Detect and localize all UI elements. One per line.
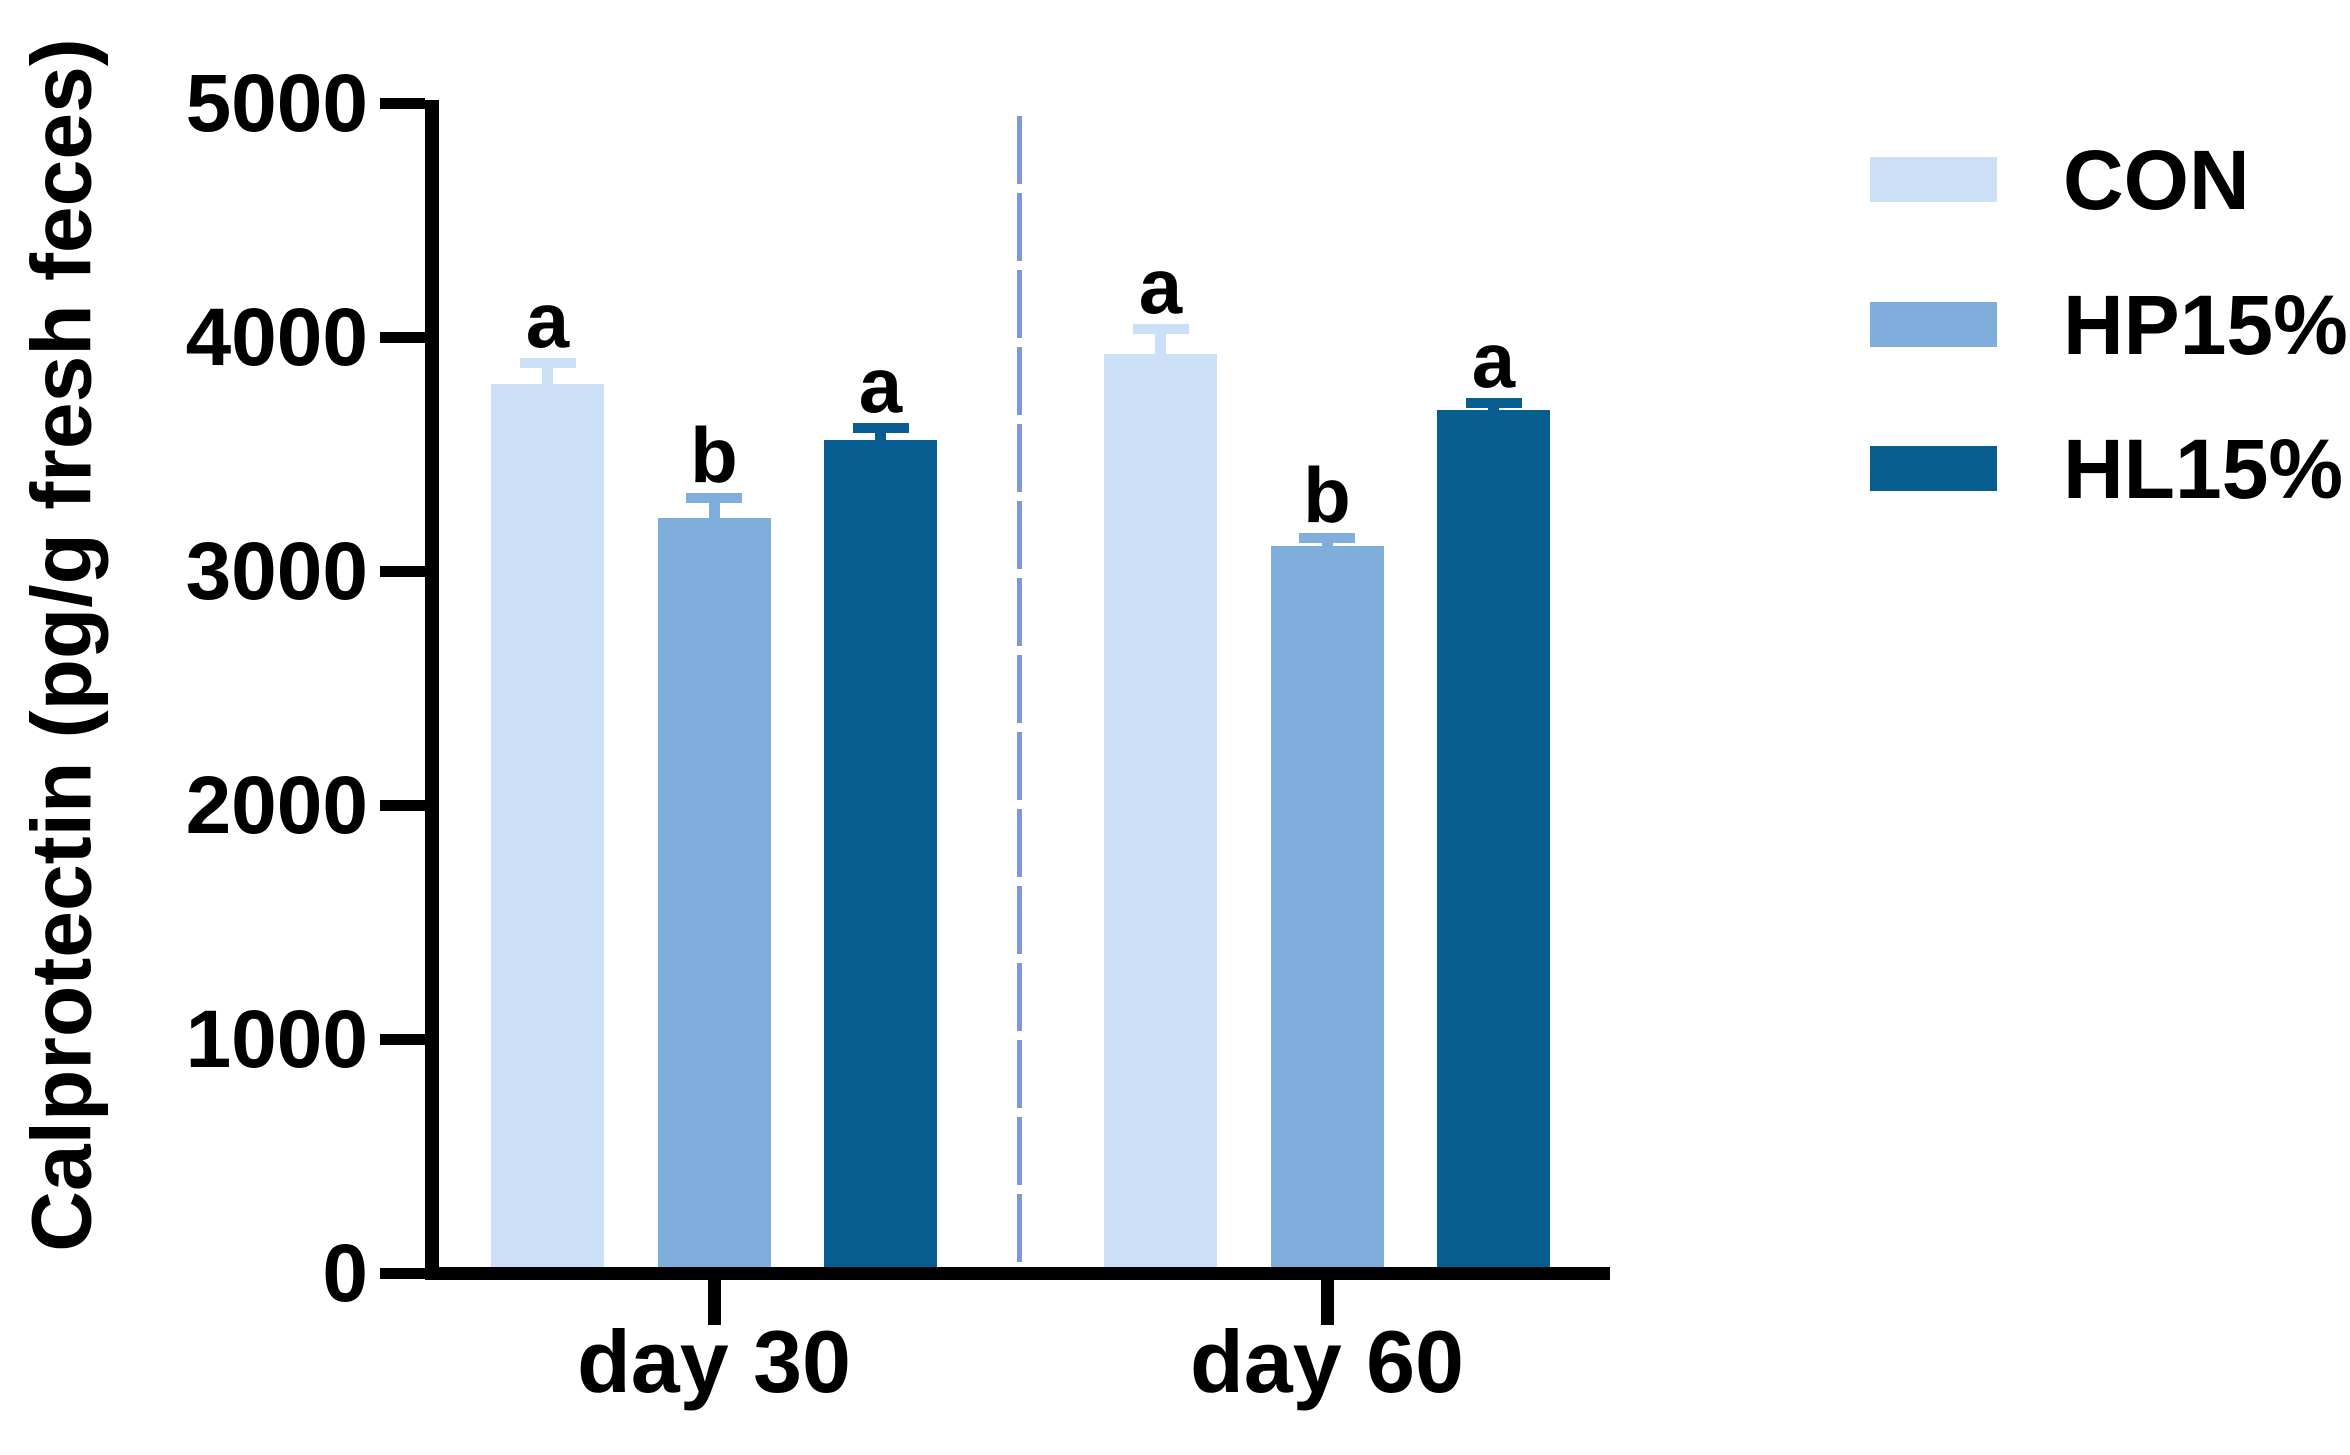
error-bar-stem [1155,329,1166,362]
bar-CON-day-60 [1104,353,1217,1280]
y-tick-label: 4000 [185,291,368,383]
error-bar-cap [1132,324,1189,335]
y-tick-mark [380,1268,425,1279]
y-tick-label: 2000 [185,759,368,851]
x-tick-mark [1320,1280,1334,1325]
y-tick-label: 5000 [185,57,368,149]
group-separator-dashed-line [1017,116,1022,1267]
y-tick-label: 3000 [185,525,368,617]
error-bar-stem [1321,537,1333,554]
error-bar-cap [1465,398,1522,409]
bar-HL15%-day-30 [824,440,937,1280]
x-category-label: day 60 [1190,1312,1464,1411]
y-tick-label: 0 [322,1227,368,1319]
y-tick-mark [380,800,425,811]
error-bar-cap [686,492,742,503]
y-tick-mark [380,1034,425,1045]
legend-swatch-HP15% [1870,302,1997,347]
error-bar-stem [542,363,553,393]
error-bar-stem [875,427,886,449]
y-axis-line [425,100,439,1280]
bar-HP15%-day-60 [1270,545,1384,1280]
x-tick-mark [707,1280,721,1325]
significance-letter: a [858,340,903,429]
y-tick-mark [380,98,425,109]
error-bar-cap [519,358,576,369]
legend-label: HP15% [2063,277,2348,372]
bar-HL15%-day-60 [1437,410,1550,1280]
error-bar-stem [708,497,720,526]
x-category-label: day 30 [577,1312,851,1411]
significance-letter: b [1303,450,1351,539]
significance-letter: a [1138,242,1183,331]
y-tick-mark [380,566,425,577]
error-bar-cap [852,422,909,433]
legend-swatch-CON [1870,157,1997,202]
significance-letter: b [690,410,738,499]
y-tick-label: 1000 [185,993,368,1085]
legend-label: CON [2063,132,2250,227]
legend-label: HL15% [2063,421,2344,516]
bar-CON-day-30 [491,384,604,1280]
x-axis-line [425,1267,1610,1280]
bar-HP15%-day-30 [657,517,771,1280]
error-bar-stem [1488,403,1499,419]
legend-swatch-HL15% [1870,446,1997,491]
significance-letter: a [1471,316,1516,405]
y-tick-mark [380,332,425,343]
error-bar-cap [1299,532,1355,543]
significance-letter: a [525,276,570,365]
